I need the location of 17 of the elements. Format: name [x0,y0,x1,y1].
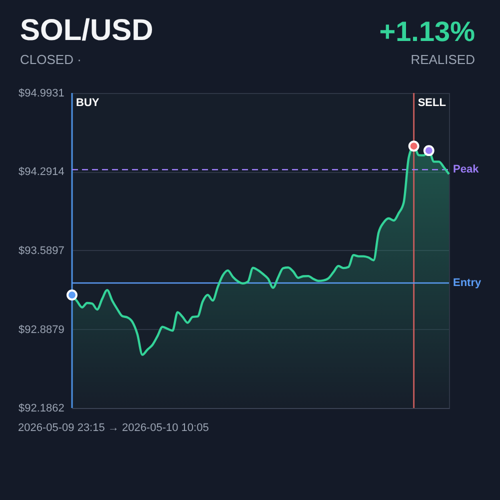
y-tick-label: $92.1862 [18,402,64,414]
point [66,290,78,300]
y-tick-label: $93.5897 [18,244,64,257]
y-tick-label: $92.8879 [18,324,64,336]
chart-subtitle: CLOSED · [20,52,82,67]
ref-line-label: Entry [453,277,482,290]
text: SELL [418,97,446,109]
point [408,140,420,152]
y-tick-label: $94.9931 [18,88,64,100]
text: REALISED [410,52,475,67]
chart-title: SOL/USD [20,14,154,47]
y-tick-label: $94.2914 [18,166,64,178]
text: 2026-05-09 23:15 → 2026-05-10 10:05 [18,422,209,434]
text: +1.13% [379,16,476,47]
ref-line-label: Peak [453,164,480,176]
point [423,145,434,156]
text: BUY [76,97,100,109]
